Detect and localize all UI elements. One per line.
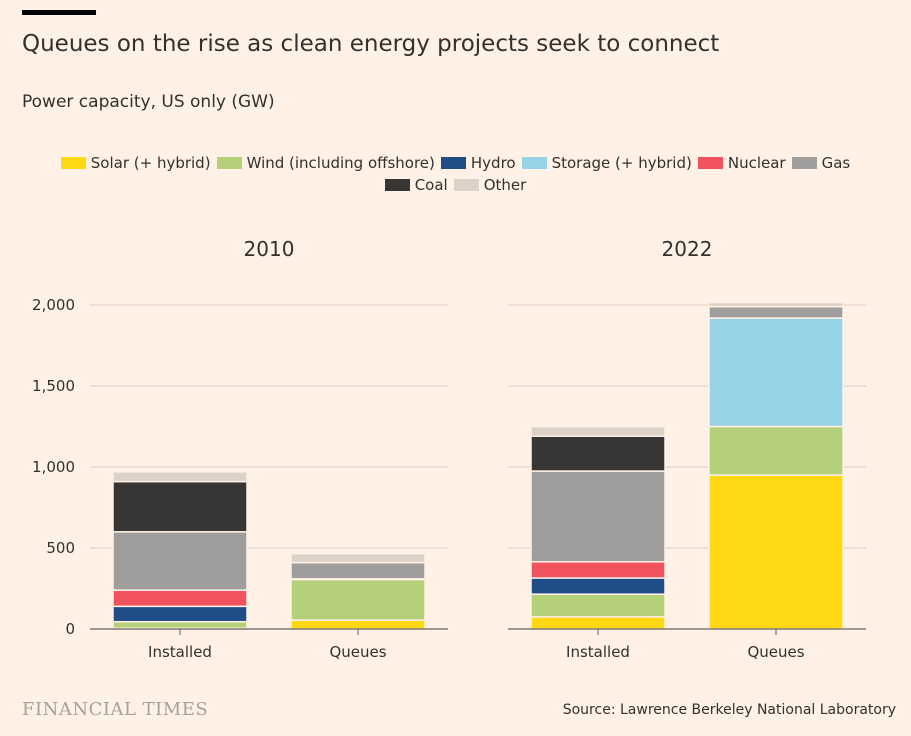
bar-segment bbox=[290, 552, 426, 564]
legend-label: Solar (+ hybrid) bbox=[90, 154, 211, 172]
panel-title: 2010 bbox=[244, 237, 295, 261]
bar-segment bbox=[112, 480, 248, 533]
y-tick-label: 2,000 bbox=[32, 296, 75, 314]
bar-segment bbox=[112, 531, 248, 591]
legend-swatch bbox=[384, 179, 410, 191]
legend: Solar (+ hybrid) Wind (including offshore… bbox=[0, 152, 911, 196]
y-tick-label: 1,000 bbox=[32, 458, 75, 476]
legend-item: Nuclear bbox=[697, 154, 786, 172]
legend-item: Coal bbox=[384, 176, 448, 194]
legend-label: Other bbox=[483, 176, 527, 194]
legend-item: Solar (+ hybrid) bbox=[60, 154, 211, 172]
bar-segment bbox=[708, 425, 844, 476]
legend-item: Wind (including offshore) bbox=[216, 154, 435, 172]
bar-segment bbox=[530, 425, 666, 437]
legend-item: Other bbox=[453, 176, 527, 194]
bar-segment bbox=[290, 619, 426, 630]
legend-label: Nuclear bbox=[727, 154, 786, 172]
legend-swatch bbox=[440, 157, 466, 169]
bar-segment bbox=[530, 577, 666, 595]
legend-row: Solar (+ hybrid) Wind (including offshore… bbox=[0, 152, 911, 174]
x-tick-label: Queues bbox=[329, 643, 386, 661]
bar-segment bbox=[530, 561, 666, 579]
x-tick-label: Installed bbox=[566, 643, 630, 661]
legend-label: Storage (+ hybrid) bbox=[551, 154, 692, 172]
legend-swatch bbox=[697, 157, 723, 169]
y-tick-label: 1,500 bbox=[32, 377, 75, 395]
source-note: Source: Lawrence Berkeley National Labor… bbox=[562, 702, 896, 718]
legend-swatch bbox=[453, 179, 479, 191]
x-tick-label: Queues bbox=[747, 643, 804, 661]
bar-segment bbox=[708, 474, 844, 630]
legend-swatch bbox=[60, 157, 86, 169]
bar-segment bbox=[112, 620, 248, 629]
legend-item: Hydro bbox=[440, 154, 516, 172]
ft-logo: FINANCIAL TIMES bbox=[22, 699, 209, 720]
legend-row: Coal Other bbox=[0, 174, 911, 196]
legend-label: Wind (including offshore) bbox=[246, 154, 435, 172]
x-tick-label: Installed bbox=[148, 643, 212, 661]
legend-swatch bbox=[521, 157, 547, 169]
bar-segment bbox=[530, 616, 666, 630]
bar-segment bbox=[708, 317, 844, 428]
y-tick-label: 500 bbox=[46, 539, 75, 557]
y-tick-label: 0 bbox=[65, 620, 75, 638]
bar-segment bbox=[708, 305, 844, 319]
legend-item: Gas bbox=[791, 154, 851, 172]
bar-segment bbox=[290, 578, 426, 621]
chart-subtitle: Power capacity, US only (GW) bbox=[22, 92, 275, 112]
legend-label: Gas bbox=[821, 154, 851, 172]
chart-title: Queues on the rise as clean energy proje… bbox=[22, 31, 720, 57]
bar-segment bbox=[112, 471, 248, 483]
bar-segment bbox=[290, 561, 426, 580]
legend-label: Coal bbox=[414, 176, 448, 194]
bar-segment bbox=[112, 605, 248, 623]
legend-label: Hydro bbox=[470, 154, 516, 172]
legend-item: Storage (+ hybrid) bbox=[521, 154, 692, 172]
legend-swatch bbox=[216, 157, 242, 169]
bar-segment bbox=[708, 301, 844, 308]
bar-segment bbox=[530, 435, 666, 472]
ft-top-bar bbox=[22, 10, 96, 15]
bar-segment bbox=[530, 470, 666, 563]
bar-segment bbox=[112, 589, 248, 608]
panel-title: 2022 bbox=[662, 237, 713, 261]
legend-swatch bbox=[791, 157, 817, 169]
bar-segment bbox=[530, 593, 666, 618]
